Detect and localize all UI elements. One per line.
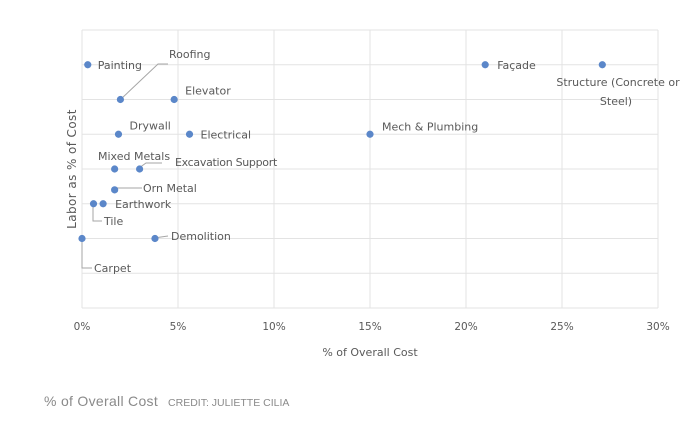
- data-point: [366, 130, 374, 138]
- caption-text: % of Overall Cost: [44, 393, 159, 409]
- point-label-line2: Steel): [600, 95, 632, 108]
- leader-line: [81, 238, 92, 269]
- leader-line: [92, 203, 102, 222]
- data-point: [598, 61, 606, 69]
- x-tick-label: 25%: [550, 321, 573, 333]
- point-label: Elevator: [185, 85, 231, 98]
- x-axis-ticks: 0% 5% 10% 15% 20% 25% 30%: [74, 321, 670, 333]
- point-label: Façade: [497, 59, 536, 72]
- point-label: Carpet: [94, 262, 132, 275]
- data-point: [84, 61, 92, 69]
- point-label: Drywall: [129, 119, 170, 132]
- data-point: [481, 61, 489, 69]
- figure-caption: % of Overall Cost CREDIT: JULIETTE CILIA: [44, 393, 289, 411]
- data-point: [114, 130, 123, 138]
- data-point: [111, 165, 119, 173]
- scatter-chart: Painting Roofing Elevator Drywall Electrical…: [0, 0, 680, 385]
- point-label: Roofing: [169, 48, 211, 61]
- leader-lines: [81, 63, 169, 269]
- x-tick-label: 30%: [646, 321, 669, 333]
- point-label: Demolition: [171, 230, 231, 243]
- caption-credit: CREDIT: JULIETTE CILIA: [168, 397, 290, 409]
- x-tick-label: 5%: [170, 321, 187, 333]
- data-point: [116, 95, 124, 104]
- point-label: Tile: [103, 215, 123, 228]
- data-point: [99, 200, 107, 208]
- data-points: [78, 61, 606, 243]
- data-point: [111, 186, 119, 194]
- x-tick-label: 15%: [358, 321, 381, 333]
- point-label: Orn Metal: [143, 182, 197, 195]
- data-point: [136, 165, 144, 173]
- x-tick-label: 0%: [74, 321, 91, 333]
- x-tick-label: 20%: [454, 321, 477, 333]
- leader-line: [120, 63, 168, 100]
- point-label: Electrical: [201, 128, 252, 141]
- chart-background: [0, 0, 680, 385]
- x-axis-title: % of Overall Cost: [322, 346, 418, 359]
- data-point: [89, 200, 98, 208]
- point-label: Mech & Plumbing: [382, 120, 478, 133]
- data-point: [78, 234, 86, 243]
- point-label: Excavation Support: [175, 156, 278, 169]
- point-labels: Painting Roofing Elevator Drywall Electrical…: [94, 48, 680, 275]
- point-label: Structure (Concrete or: [556, 76, 680, 89]
- y-axis-title: Labor as % of Cost: [65, 109, 79, 229]
- data-point: [151, 234, 159, 243]
- point-label: Earthwork: [115, 198, 172, 211]
- data-point: [170, 95, 178, 104]
- point-label: Painting: [98, 59, 142, 72]
- data-point: [185, 130, 194, 138]
- point-label: Mixed Metals: [98, 150, 170, 163]
- x-tick-label: 10%: [262, 321, 285, 333]
